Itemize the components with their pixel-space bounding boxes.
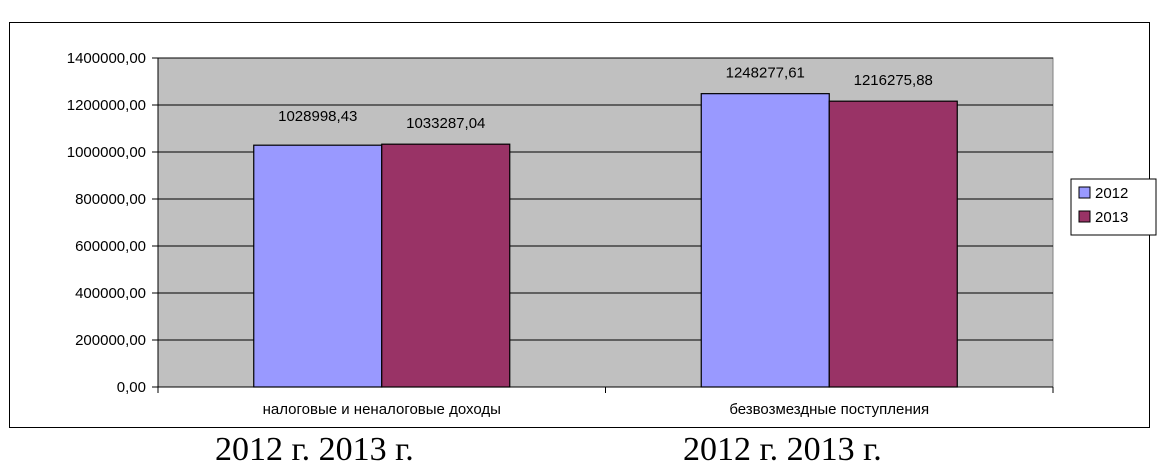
data-label: 1216275,88 bbox=[854, 72, 933, 89]
legend-label-2012: 2012 bbox=[1095, 185, 1128, 202]
year-caption-left: 2012 г. 2013 г. bbox=[215, 431, 414, 468]
legend-swatch-2013 bbox=[1078, 210, 1091, 223]
y-tick-label: 1000000,00 bbox=[67, 144, 146, 161]
category-label: безвозмездные поступления bbox=[729, 401, 929, 418]
bar-2013-2 bbox=[828, 100, 958, 388]
bar-2013-1 bbox=[381, 143, 511, 388]
y-tick-label: 200000,00 bbox=[75, 332, 146, 349]
y-tick-label: 1400000,00 bbox=[67, 50, 146, 67]
bar-2012-2 bbox=[700, 93, 830, 388]
y-tick-label: 400000,00 bbox=[75, 285, 146, 302]
legend-label-2013: 2013 bbox=[1095, 209, 1128, 226]
legend-swatch-2012 bbox=[1078, 186, 1091, 199]
data-label: 1248277,61 bbox=[726, 65, 805, 82]
bar-2012-1 bbox=[253, 144, 383, 388]
y-tick-label: 800000,00 bbox=[75, 191, 146, 208]
year-caption-right: 2012 г. 2013 г. bbox=[683, 431, 882, 468]
y-tick-label: 1200000,00 bbox=[67, 97, 146, 114]
category-label: налоговые и неналоговые доходы bbox=[263, 401, 501, 418]
y-tick-label: 600000,00 bbox=[75, 238, 146, 255]
bar-chart: 0,00 200000,00 400000,00 600000,00 800000,00… bbox=[67, 50, 1157, 418]
y-tick-label: 0,00 bbox=[117, 379, 146, 396]
data-label: 1028998,43 bbox=[278, 108, 357, 125]
data-label: 1033287,04 bbox=[406, 115, 485, 132]
